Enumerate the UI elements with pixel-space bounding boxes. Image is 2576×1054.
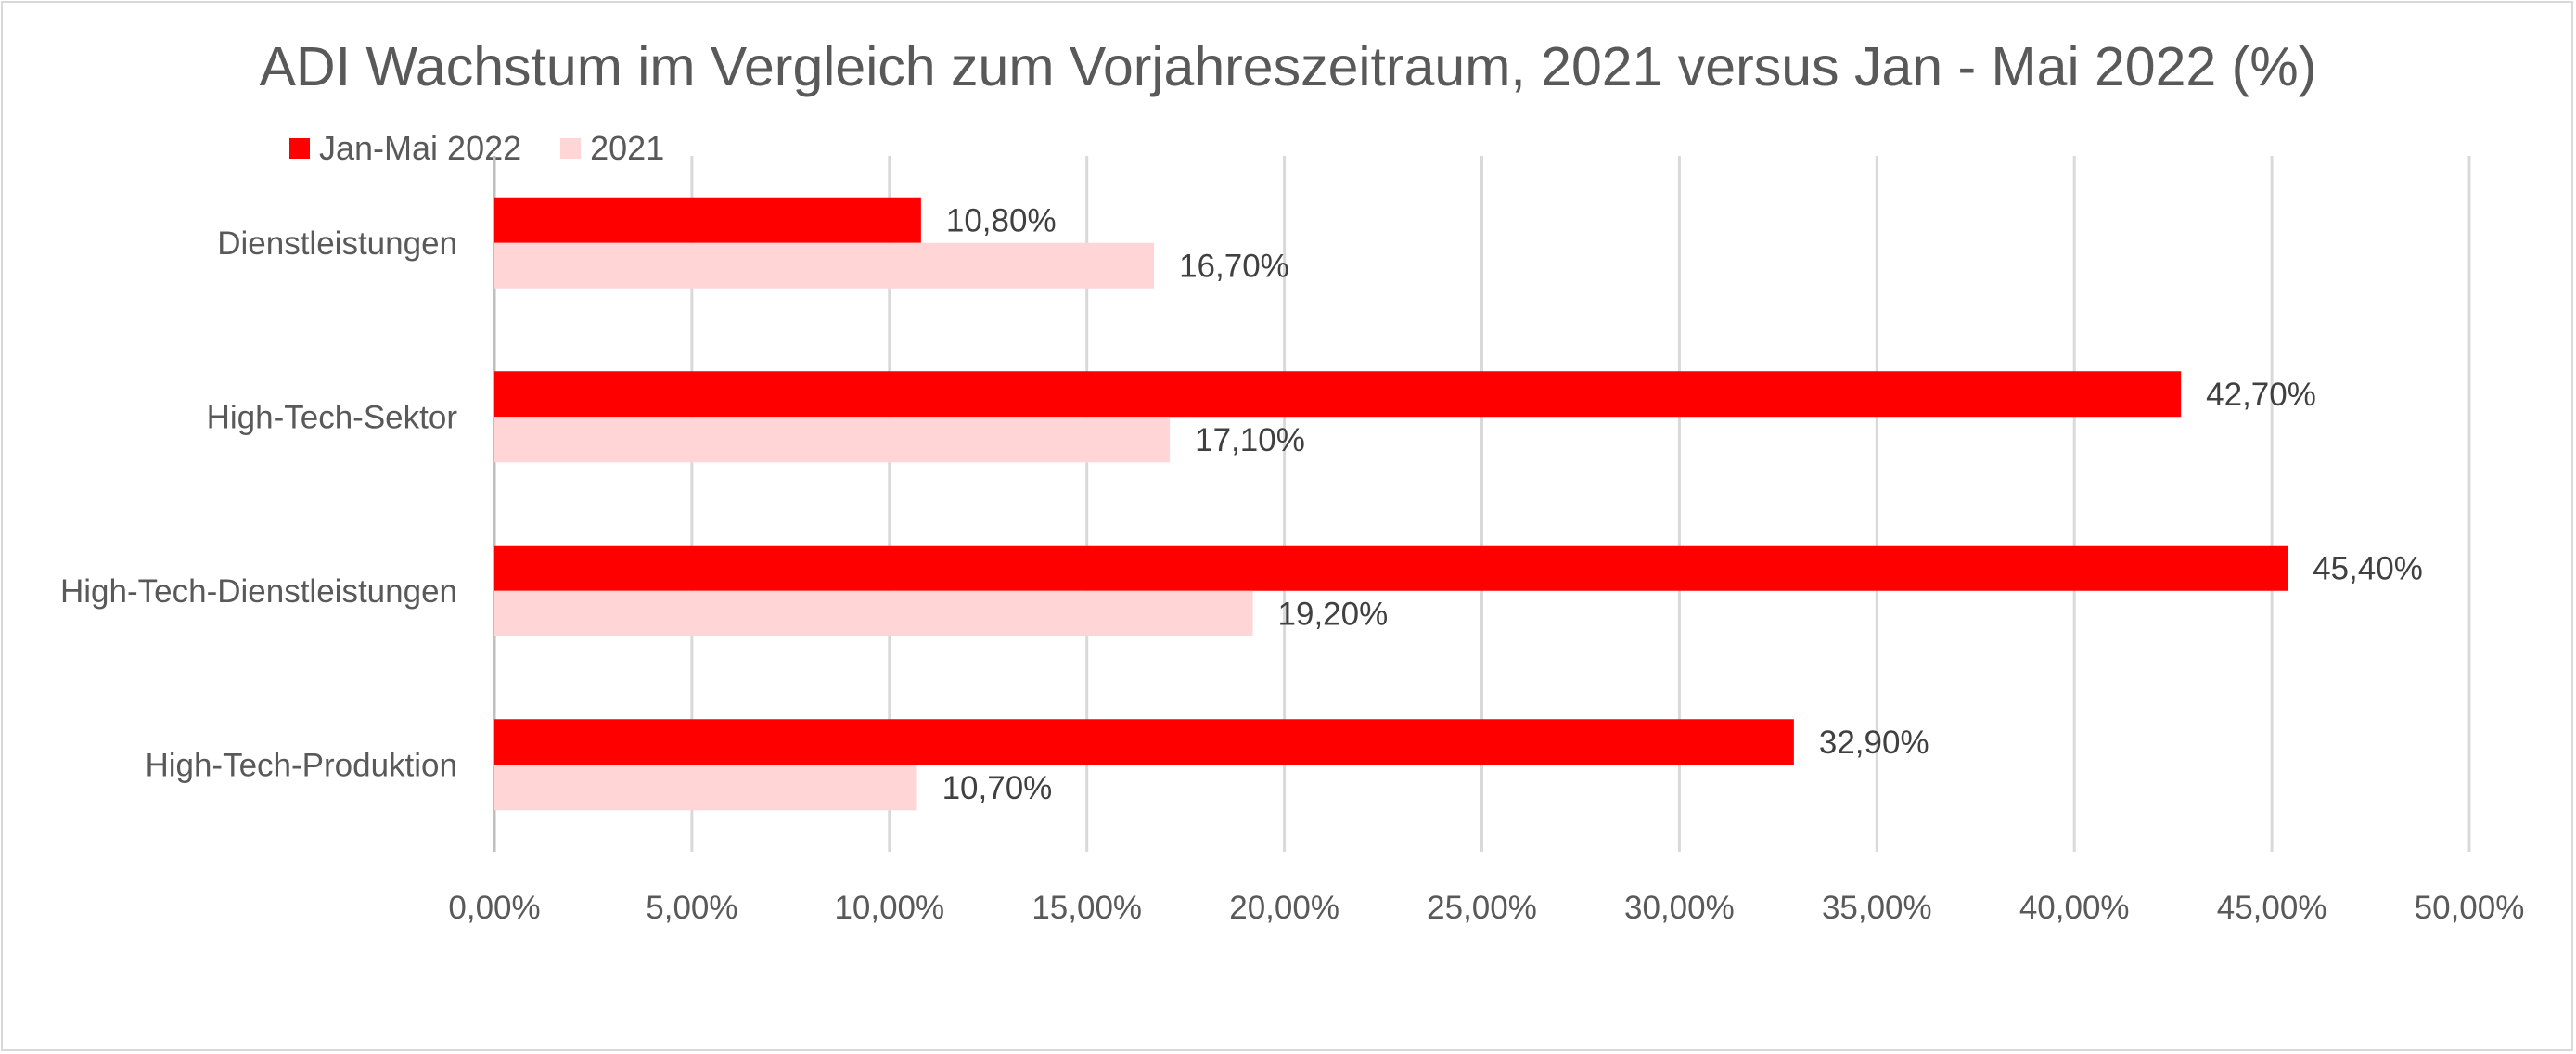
bars — [494, 197, 2288, 811]
bar-jan-mai-2022 — [494, 719, 1794, 765]
x-tick-label: 35,00% — [1822, 890, 1932, 926]
category-labels: Dienstleistungen High-Tech-Sektor High-Tec… — [60, 225, 457, 784]
bar-2021 — [494, 765, 917, 811]
value-labels: 10,80% 16,70% 42,70% 17,10% 45,40% 19,20% 32,9… — [942, 202, 2423, 806]
data-label: 10,80% — [946, 202, 1057, 238]
bar-2021 — [494, 417, 1171, 463]
data-label: 10,70% — [942, 770, 1053, 806]
data-label: 42,70% — [2206, 377, 2316, 413]
x-tick-label: 15,00% — [1032, 890, 1142, 926]
x-tick-label: 25,00% — [1427, 890, 1537, 926]
data-label: 16,70% — [1179, 248, 1289, 284]
x-tick-label: 40,00% — [2019, 890, 2130, 926]
x-tick-labels: 0,00% 5,00% 10,00% 15,00% 20,00% 25,00% 30,00%… — [448, 890, 2524, 926]
bar-jan-mai-2022 — [494, 371, 2182, 418]
x-tick-label: 45,00% — [2217, 890, 2327, 926]
x-tick-label: 50,00% — [2415, 890, 2525, 926]
data-label: 17,10% — [1195, 422, 1305, 458]
x-tick-label: 30,00% — [1624, 890, 1735, 926]
x-tick-label: 0,00% — [448, 890, 540, 926]
data-label: 32,90% — [1819, 725, 1929, 761]
legend-item-2021: 2021 — [560, 129, 664, 168]
category-label: Dienstleistungen — [217, 225, 457, 262]
data-label: 45,40% — [2313, 550, 2423, 586]
chart-title: ADI Wachstum im Vergleich zum Vorjahresz… — [259, 36, 2317, 97]
bar-2021 — [494, 242, 1155, 289]
legend-label-jan-mai-2022: Jan-Mai 2022 — [319, 129, 522, 167]
bar-jan-mai-2022 — [494, 197, 921, 243]
bar-2021 — [494, 590, 1253, 636]
category-label: High-Tech-Sektor — [207, 399, 458, 435]
legend: Jan-Mai 2022 2021 — [289, 126, 703, 171]
legend-item-jan-mai-2022: Jan-Mai 2022 — [289, 129, 521, 168]
x-tick-label: 10,00% — [834, 890, 944, 926]
category-label: High-Tech-Produktion — [145, 747, 457, 783]
data-label: 19,20% — [1278, 596, 1389, 632]
legend-swatch-jan-mai-2022 — [289, 138, 310, 159]
legend-swatch-2021 — [560, 138, 582, 159]
bar-jan-mai-2022 — [494, 545, 2288, 591]
x-tick-label: 5,00% — [646, 890, 737, 926]
x-tick-label: 20,00% — [1229, 890, 1339, 926]
category-label: High-Tech-Dienstleistungen — [60, 573, 457, 610]
legend-label-2021: 2021 — [590, 129, 665, 167]
